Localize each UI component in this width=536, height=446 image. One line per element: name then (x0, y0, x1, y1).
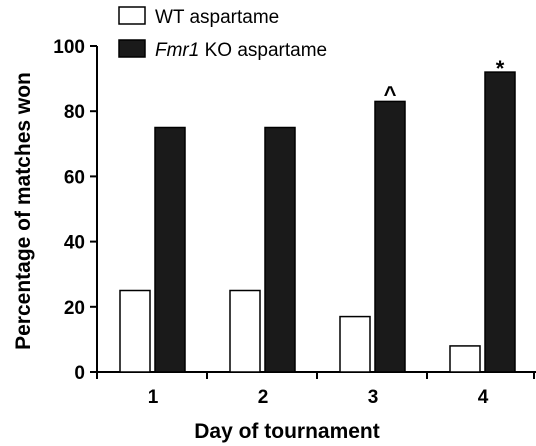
y-axis-title: Percentage of matches won (12, 72, 35, 350)
bar-wt (229, 289, 261, 373)
legend-swatch-ko (118, 39, 146, 58)
significance-marker: ^ (384, 81, 397, 106)
y-tick-label: 100 (53, 37, 85, 58)
legend-swatch-wt (118, 6, 146, 25)
y-tick-label: 20 (64, 298, 85, 319)
y-tick-label: 80 (64, 102, 85, 123)
legend-label-ko-italic: Fmr1 (155, 40, 199, 61)
bar-wt (119, 289, 151, 373)
y-axis: 0 20 40 60 80 100 (53, 37, 98, 384)
bar-ko (264, 126, 296, 373)
bar-ko (374, 100, 406, 373)
x-tick-label: 3 (368, 387, 379, 408)
legend-label-wt: WT aspartame (155, 7, 279, 28)
x-tick-label: 1 (148, 387, 159, 408)
significance-marker: * (496, 56, 505, 81)
y-tick-label: 0 (74, 363, 85, 384)
annotations: ^* (384, 56, 505, 106)
bar-ko (154, 126, 186, 373)
x-axis-title: Day of tournament (194, 420, 380, 443)
x-tick-label: 4 (478, 387, 489, 408)
x-tick-label: 2 (258, 387, 269, 408)
y-tick-label: 40 (64, 233, 85, 254)
legend: WT aspartame Fmr1 KO aspartame (118, 6, 327, 61)
bar-wt (339, 315, 371, 373)
bars (119, 71, 516, 373)
bar-wt (449, 345, 481, 373)
bar-ko (484, 71, 516, 373)
legend-label-ko-rest: KO aspartame (199, 40, 327, 61)
legend-label-ko: Fmr1 KO aspartame (155, 40, 327, 61)
y-tick-label: 60 (64, 167, 85, 188)
x-axis: 1 2 3 4 (96, 371, 536, 408)
